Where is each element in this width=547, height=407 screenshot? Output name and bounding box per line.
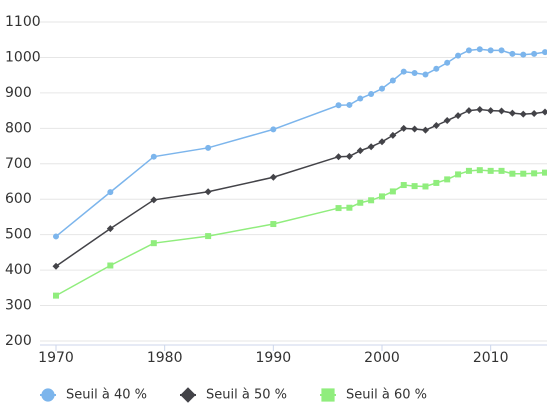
data-point: [509, 171, 515, 177]
data-point: [411, 126, 418, 133]
data-point: [465, 107, 472, 114]
data-point: [433, 180, 439, 186]
x-tick-label: 1970: [38, 350, 74, 366]
data-point: [455, 112, 462, 119]
data-point: [542, 109, 547, 116]
data-point: [520, 111, 527, 118]
legend-label: Seuil à 50 %: [206, 388, 287, 403]
legend-symbol: [41, 388, 54, 401]
data-point: [53, 233, 59, 239]
data-point: [466, 168, 472, 174]
data-point: [390, 188, 396, 194]
data-point: [368, 197, 374, 203]
data-point: [368, 91, 374, 97]
data-point: [151, 154, 157, 160]
data-point: [487, 107, 494, 114]
legend-label: Seuil à 40 %: [66, 388, 147, 403]
data-point: [477, 167, 483, 173]
data-point: [542, 49, 547, 55]
data-point: [390, 77, 396, 83]
data-point: [444, 117, 451, 124]
data-point: [422, 71, 428, 77]
y-tick-label: 900: [5, 85, 32, 101]
data-point: [379, 193, 385, 199]
series-line: [56, 110, 545, 267]
data-point: [53, 293, 59, 299]
data-point: [270, 221, 276, 227]
data-point: [488, 168, 494, 174]
legend-symbol: [180, 387, 195, 402]
data-point: [499, 168, 505, 174]
data-point: [346, 205, 352, 211]
data-point: [346, 153, 353, 160]
legend-symbol: [321, 388, 334, 401]
data-point: [357, 147, 364, 154]
data-point: [368, 143, 375, 150]
data-point: [455, 53, 461, 59]
data-point: [531, 51, 537, 57]
data-point: [477, 46, 483, 52]
data-point: [357, 200, 363, 206]
y-tick-label: 200: [5, 333, 32, 349]
data-point: [509, 110, 516, 117]
data-point: [542, 170, 547, 176]
y-tick-label: 1100: [5, 14, 41, 30]
data-point: [379, 138, 386, 145]
data-point: [205, 188, 212, 195]
y-tick-label: 500: [5, 227, 32, 243]
data-point: [379, 86, 385, 92]
legend-label: Seuil à 60 %: [346, 388, 427, 403]
data-point: [270, 126, 276, 132]
y-tick-label: 1000: [5, 49, 41, 65]
x-tick-label: 2000: [364, 350, 400, 366]
y-tick-label: 700: [5, 156, 32, 172]
data-point: [531, 110, 538, 117]
data-point: [488, 47, 494, 53]
data-point: [357, 96, 363, 102]
data-point: [401, 69, 407, 75]
data-point: [433, 66, 439, 72]
data-point: [455, 171, 461, 177]
data-point: [422, 127, 429, 134]
data-point: [476, 106, 483, 113]
data-point: [401, 182, 407, 188]
data-point: [412, 70, 418, 76]
series-line: [56, 170, 545, 295]
data-point: [151, 240, 157, 246]
data-point: [335, 153, 342, 160]
data-point: [509, 51, 515, 57]
data-point: [270, 174, 277, 181]
data-point: [107, 263, 113, 269]
data-point: [499, 47, 505, 53]
data-point: [336, 205, 342, 211]
x-tick-label: 2010: [473, 350, 509, 366]
data-point: [444, 60, 450, 66]
data-point: [466, 47, 472, 53]
y-tick-label: 300: [5, 298, 32, 314]
y-tick-label: 800: [5, 120, 32, 136]
data-point: [205, 233, 211, 239]
data-point: [422, 183, 428, 189]
series-line: [56, 49, 545, 236]
x-tick-label: 1990: [256, 350, 292, 366]
data-point: [444, 176, 450, 182]
y-tick-label: 600: [5, 191, 32, 207]
data-point: [531, 170, 537, 176]
data-point: [412, 183, 418, 189]
x-tick-label: 1980: [147, 350, 183, 366]
data-point: [520, 52, 526, 58]
data-point: [205, 145, 211, 151]
data-point: [498, 107, 505, 114]
data-point: [336, 102, 342, 108]
data-point: [520, 171, 526, 177]
data-point: [107, 189, 113, 195]
y-tick-label: 400: [5, 262, 32, 278]
data-point: [346, 102, 352, 108]
